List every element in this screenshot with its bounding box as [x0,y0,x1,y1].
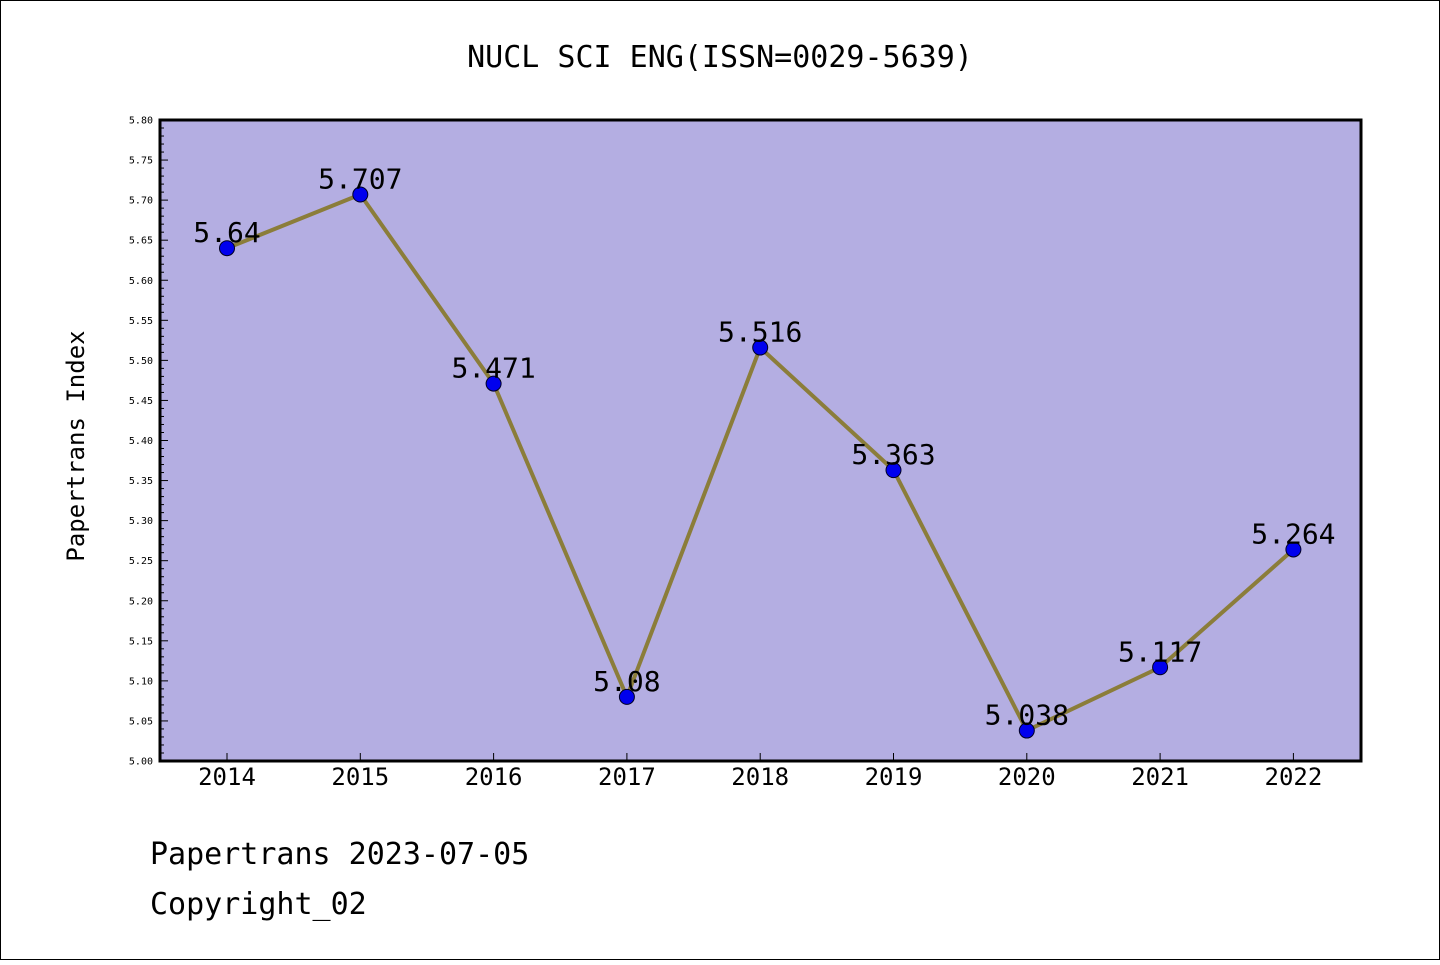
data-point [885,462,902,479]
data-label: 5.117 [1118,635,1202,668]
y-tick-label: 5.15 [129,636,153,647]
data-label: 5.08 [593,665,660,698]
y-tick-label: 5.10 [129,676,153,687]
data-label: 5.64 [193,216,260,249]
y-tick-label: 5.40 [129,436,153,447]
data-point [752,339,769,356]
data-label: 5.471 [451,352,535,385]
x-tick-label: 2022 [1265,763,1323,791]
y-tick-label: 5.80 [129,116,153,127]
data-label: 5.707 [318,163,402,196]
chart-title: NUCL SCI ENG(ISSN=0029-5639) [467,40,973,75]
y-tick-label: 5.75 [129,156,153,167]
y-tick-label: 5.55 [129,316,153,327]
x-tick-label: 2017 [598,763,656,791]
x-tick-label: 2015 [331,763,389,791]
y-tick-label: 5.60 [129,276,153,287]
data-label: 5.264 [1251,517,1335,550]
y-tick-label: 5.00 [129,757,153,768]
data-point [1285,541,1302,558]
data-label: 5.516 [718,316,802,349]
data-point [1152,659,1169,676]
x-tick-label: 2019 [865,763,923,791]
y-tick-label: 5.30 [129,516,153,527]
x-tick-label: 2016 [465,763,523,791]
y-axis: 5.00 5.05 5.10 5.15 5.20 5.25 5.30 5.35 5.40 5.45… [129,116,168,768]
plot-area [160,120,1361,761]
y-tick-label: 5.20 [129,596,153,607]
plot-frame [158,118,1363,763]
data-labels: 5.64 5.707 5.471 5.08 5.516 5.363 5.038 5.117 5.… [193,163,1335,732]
data-point [219,240,235,257]
y-tick-label: 5.65 [129,236,153,247]
x-tick-label: 2014 [198,763,256,791]
data-label: 5.038 [985,699,1069,732]
x-tick-label: 2020 [998,763,1056,791]
data-markers [219,186,1302,739]
data-point [1018,722,1035,739]
x-axis: 2014 2015 2016 2017 2018 2019 2020 2021 2022 [198,753,1322,791]
y-tick-label: 5.35 [129,476,153,487]
data-point [352,186,369,203]
y-tick-label: 5.50 [129,356,153,367]
data-point [485,375,502,392]
data-label: 5.363 [851,438,935,471]
y-tick-label: 5.05 [129,716,153,727]
footer-date: Papertrans 2023-07-05 [150,837,529,872]
y-tick-label: 5.45 [129,396,153,407]
data-point [618,688,635,705]
x-tick-label: 2018 [731,763,789,791]
x-tick-label: 2021 [1131,763,1189,791]
y-tick-label: 5.25 [129,556,153,567]
y-tick-label: 5.70 [129,196,153,207]
footer-copyright: Copyright_02 [150,887,367,922]
y-axis-label: Papertrans Index [62,330,90,561]
